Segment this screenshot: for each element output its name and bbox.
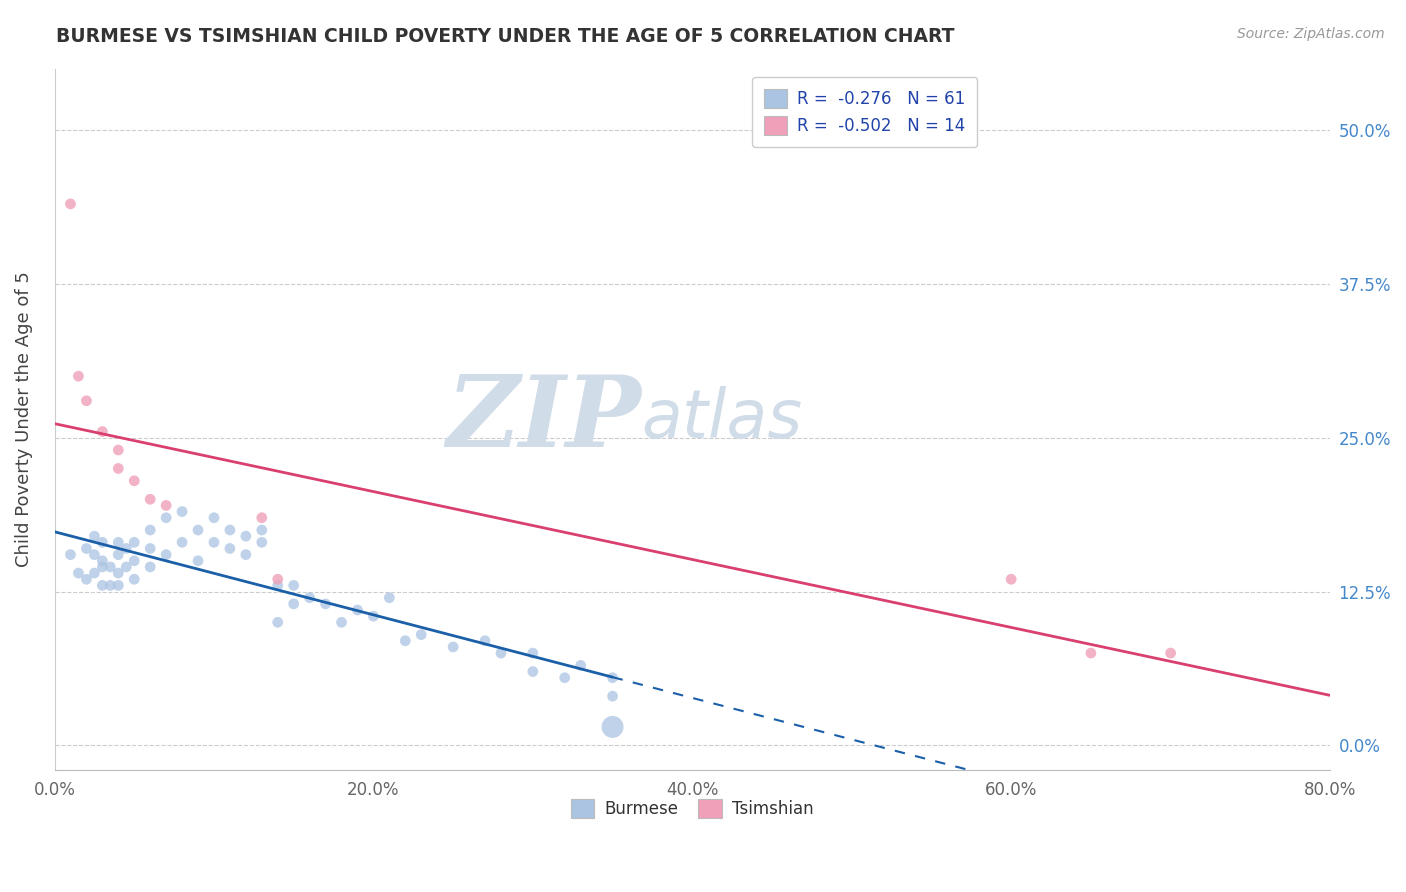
Point (107, 443, 129, 458)
Point (67, 566, 90, 580)
Point (474, 633, 496, 648)
Point (569, 658, 592, 673)
Point (122, 535, 145, 549)
Point (363, 609, 385, 624)
Point (67, 369, 90, 384)
Point (83, 548, 105, 562)
Point (107, 548, 129, 562)
Text: atlas: atlas (641, 386, 803, 452)
Point (122, 474, 145, 488)
Point (59, 197, 82, 211)
Point (235, 529, 257, 543)
Point (219, 523, 242, 537)
Point (172, 535, 194, 549)
Point (441, 640, 464, 654)
Point (75, 393, 97, 408)
Point (91, 560, 114, 574)
Point (83, 529, 105, 543)
Point (602, 720, 624, 734)
Point (155, 499, 177, 513)
Point (202, 535, 225, 549)
Point (602, 689, 624, 703)
Point (155, 548, 177, 562)
Point (139, 541, 162, 556)
Point (394, 633, 416, 648)
Text: ZIP: ZIP (446, 371, 641, 467)
Point (115, 560, 138, 574)
Point (522, 665, 544, 679)
Point (139, 523, 162, 537)
Point (139, 492, 162, 507)
Point (330, 615, 353, 630)
Point (122, 554, 145, 568)
Point (75, 541, 97, 556)
Point (91, 535, 114, 549)
Point (267, 578, 290, 592)
Point (187, 523, 209, 537)
Point (187, 554, 209, 568)
Point (115, 541, 138, 556)
Point (172, 504, 194, 518)
Point (91, 554, 114, 568)
Point (522, 646, 544, 660)
Point (283, 578, 305, 592)
Point (107, 461, 129, 475)
Point (489, 646, 512, 660)
Point (139, 560, 162, 574)
Point (250, 510, 273, 524)
Point (283, 597, 305, 611)
Point (1000, 572, 1022, 586)
Point (378, 591, 401, 605)
Point (202, 510, 225, 524)
Point (1160, 646, 1182, 660)
Point (107, 578, 129, 592)
Point (83, 566, 105, 580)
Point (122, 572, 145, 586)
Point (75, 572, 97, 586)
Point (346, 603, 368, 617)
Point (219, 541, 242, 556)
Point (91, 425, 114, 439)
Point (602, 671, 624, 685)
Legend: Burmese, Tsimshian: Burmese, Tsimshian (564, 792, 820, 825)
Point (267, 572, 290, 586)
Point (250, 535, 273, 549)
Point (235, 548, 257, 562)
Point (315, 597, 337, 611)
Point (98, 560, 121, 574)
Point (155, 510, 177, 524)
Point (98, 578, 121, 592)
Point (298, 591, 321, 605)
Point (107, 535, 129, 549)
Point (554, 671, 576, 685)
Point (59, 548, 82, 562)
Point (267, 615, 290, 630)
Point (1080, 646, 1102, 660)
Text: BURMESE VS TSIMSHIAN CHILD POVERTY UNDER THE AGE OF 5 CORRELATION CHART: BURMESE VS TSIMSHIAN CHILD POVERTY UNDER… (56, 27, 955, 45)
Point (411, 627, 433, 641)
Point (91, 578, 114, 592)
Y-axis label: Child Poverty Under the Age of 5: Child Poverty Under the Age of 5 (15, 271, 32, 567)
Point (250, 523, 273, 537)
Text: Source: ZipAtlas.com: Source: ZipAtlas.com (1237, 27, 1385, 41)
Point (107, 566, 129, 580)
